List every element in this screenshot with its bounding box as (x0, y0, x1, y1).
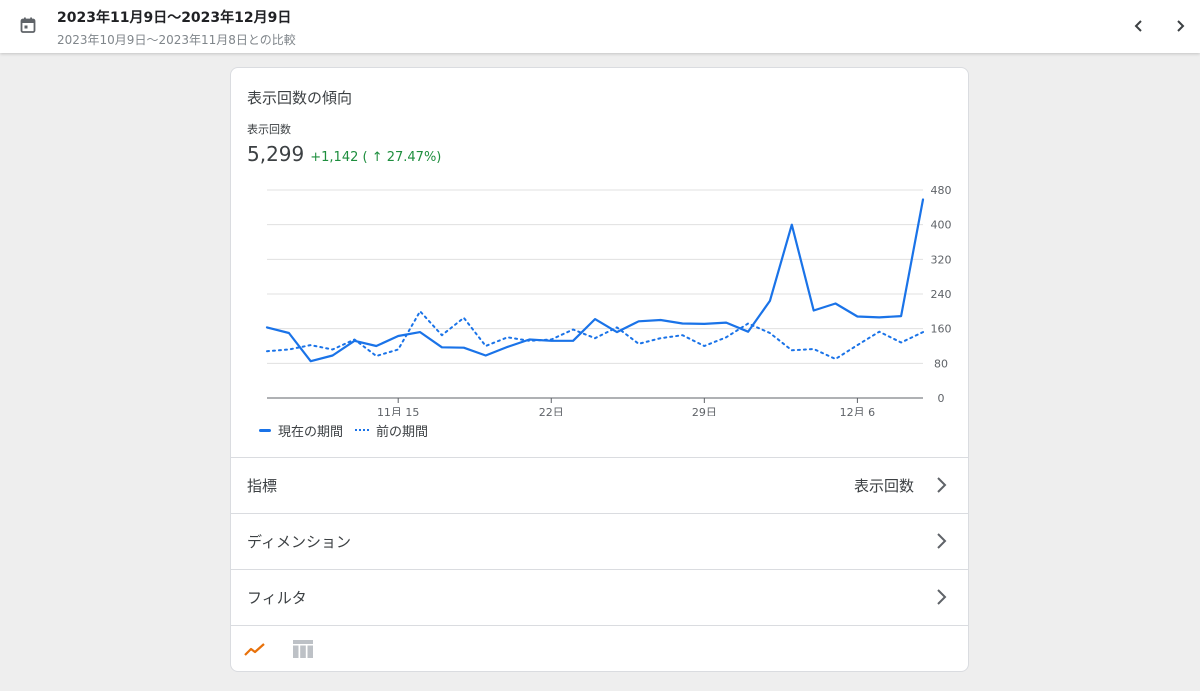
table-view-button[interactable] (290, 636, 316, 662)
x-tick-label: 22日 (539, 406, 564, 416)
dimension-selector-row[interactable]: ディメンション (231, 513, 968, 569)
trend-chart[interactable]: 0 80 160 240 320 400 480 11月 15 22日 29日 12月 6 (231, 176, 968, 444)
metric-value: 5,299 (247, 142, 305, 166)
metric-delta: +1,142 ( ↑ 27.47%) (310, 150, 442, 165)
line-chart-view-button[interactable] (242, 636, 268, 662)
trend-chart-svg: 0 80 160 240 320 400 480 11月 15 22日 29日 12月 6 (265, 184, 952, 416)
x-tick-label: 11月 15 (377, 406, 420, 416)
previous-period-button[interactable] (1125, 12, 1153, 40)
y-tick-label: 320 (931, 253, 952, 266)
x-tick-label: 12月 6 (840, 406, 876, 416)
chevron-right-icon (937, 533, 947, 549)
view-toggle-bar (231, 625, 968, 671)
metric-summary: 5,299 +1,142 ( ↑ 27.47%) (247, 142, 441, 166)
legend-current-label: 現在の期間 (278, 424, 344, 440)
date-range-label[interactable]: 2023年11月9日〜2023年12月9日 (57, 10, 292, 26)
legend-previous-label: 前の期間 (376, 424, 429, 440)
legend-previous[interactable]: 前の期間 (355, 421, 428, 440)
card-title: 表示回数の傾向 (247, 89, 353, 107)
dimension-row-label: ディメンション (247, 533, 351, 551)
chevron-right-icon (937, 477, 947, 493)
y-tick-label: 160 (931, 323, 952, 336)
metric-row-label: 指標 (247, 477, 278, 495)
legend-current-swatch (259, 428, 271, 432)
y-tick-label: 80 (934, 357, 948, 370)
date-range-bar: 2023年11月9日〜2023年12月9日 2023年10月9日〜2023年11… (0, 0, 1200, 53)
chart-legend: 現在の期間 前の期間 (259, 420, 440, 440)
metric-row-value: 表示回数 (853, 477, 914, 495)
impressions-trend-card: 表示回数の傾向 表示回数 5,299 +1,142 ( ↑ 27.47%) 0 8… (230, 67, 969, 672)
y-tick-label: 400 (931, 219, 952, 232)
table-icon (293, 640, 313, 658)
calendar-icon[interactable] (19, 16, 37, 34)
x-tick-label: 29日 (692, 406, 717, 416)
filter-selector-row[interactable]: フィルタ (231, 569, 968, 625)
y-tick-label: 0 (938, 392, 945, 405)
chevron-right-icon (937, 589, 947, 605)
metric-selector-row[interactable]: 指標 表示回数 (231, 457, 968, 513)
series-line-previous (266, 310, 924, 360)
y-tick-label: 240 (931, 288, 952, 301)
metric-label: 表示回数 (247, 123, 291, 136)
chevron-right-icon (1177, 20, 1185, 32)
next-period-button[interactable] (1166, 12, 1194, 40)
y-tick-label: 480 (931, 184, 952, 197)
series-line-current (265, 198, 925, 363)
filter-row-label: フィルタ (247, 589, 307, 607)
line-chart-icon (244, 643, 265, 656)
legend-current[interactable]: 現在の期間 (259, 421, 343, 440)
chevron-left-icon (1134, 20, 1142, 32)
legend-previous-swatch (355, 429, 370, 431)
comparison-range-label: 2023年10月9日〜2023年11月8日との比較 (57, 33, 296, 47)
